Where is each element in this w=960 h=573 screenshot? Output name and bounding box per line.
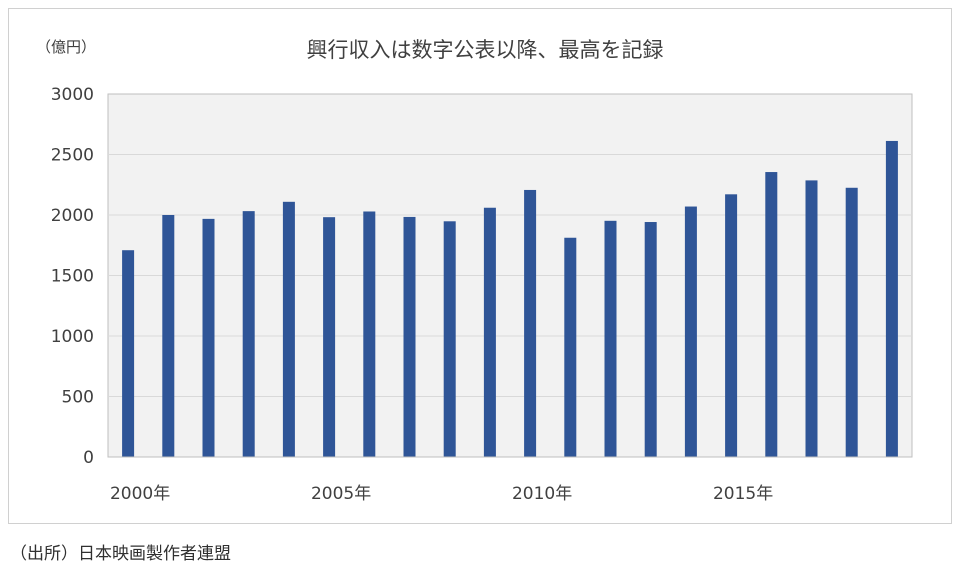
- bar-2017: [805, 180, 818, 458]
- y-unit-label: （億円）: [36, 38, 97, 56]
- y-tick-label: 1500: [51, 267, 94, 287]
- x-tick-label: 2010年: [512, 484, 572, 504]
- bar-2014: [684, 206, 697, 457]
- bar-2010: [524, 189, 537, 457]
- chart-title: 興行収入は数字公表以降、最高を記録: [306, 38, 664, 62]
- source-note: （出所）日本映画製作者連盟: [10, 544, 231, 564]
- y-tick-label: 2500: [51, 146, 94, 166]
- y-tick-label: 0: [83, 448, 94, 468]
- bar-2019: [885, 140, 898, 457]
- bar-2013: [644, 222, 657, 457]
- bar-2005: [323, 217, 336, 457]
- bar-2006: [363, 211, 376, 457]
- bar-2012: [604, 220, 617, 457]
- bar-2004: [282, 201, 295, 457]
- y-tick-label: 500: [62, 388, 94, 408]
- bar-2003: [242, 211, 255, 457]
- bar-2015: [725, 194, 738, 457]
- x-tick-label: 2015年: [713, 484, 773, 504]
- bar-2011: [564, 237, 577, 457]
- x-tick-label: 2005年: [311, 484, 371, 504]
- bar-2000: [122, 250, 135, 457]
- bar-2009: [483, 207, 496, 457]
- bar-2007: [403, 216, 416, 457]
- bar-2018: [845, 187, 858, 457]
- y-tick-label: 2000: [51, 206, 94, 226]
- bar-2016: [765, 172, 778, 458]
- y-tick-label: 1000: [51, 327, 94, 347]
- bar-2002: [202, 218, 215, 457]
- y-tick-label: 3000: [51, 85, 94, 105]
- x-tick-label: 2000年: [110, 484, 170, 504]
- bar-2001: [162, 215, 175, 457]
- bar-2008: [443, 221, 456, 457]
- bar-chart: 0 500 1000 1500 2000 2500 3000 2000年 2005年 2010年 2…: [51, 85, 913, 504]
